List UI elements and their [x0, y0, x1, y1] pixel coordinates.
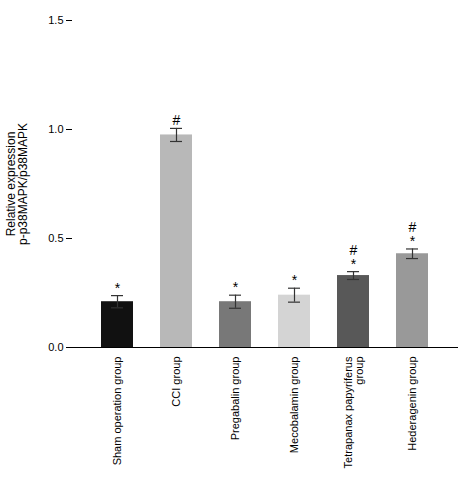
svg-text:1.5: 1.5: [48, 14, 63, 26]
svg-text:Tetrapanax papyriferusgroup: Tetrapanax papyriferusgroup: [342, 356, 365, 468]
svg-text:*: *: [233, 279, 239, 295]
svg-text:1.0: 1.0: [48, 123, 63, 135]
svg-text:#: #: [173, 112, 181, 128]
svg-text:0.0: 0.0: [48, 341, 63, 353]
svg-text:Pregabalin group: Pregabalin group: [229, 357, 241, 441]
svg-text:#*: #*: [350, 242, 358, 272]
svg-text:*: *: [115, 280, 121, 296]
svg-text:CCI group: CCI group: [170, 357, 182, 407]
svg-text:Mecobalamin group: Mecobalamin group: [288, 357, 300, 454]
svg-text:Sham operation group: Sham operation group: [111, 357, 123, 466]
svg-text:*: *: [292, 272, 298, 288]
svg-text:0.5: 0.5: [48, 232, 63, 244]
svg-text:Relative expressionp-p38MAPK/p: Relative expressionp-p38MAPK/p38MAPK: [4, 123, 30, 245]
svg-text:Hederagenin group: Hederagenin group: [406, 357, 418, 451]
svg-text:#*: #*: [409, 219, 417, 249]
